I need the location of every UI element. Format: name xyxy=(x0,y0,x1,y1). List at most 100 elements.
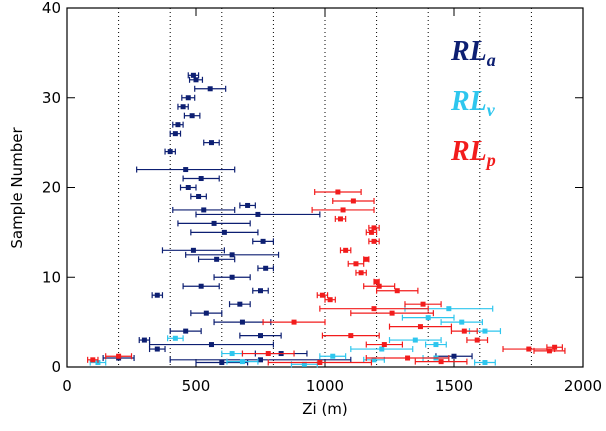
point xyxy=(154,292,160,298)
point xyxy=(353,261,359,267)
point xyxy=(340,207,346,213)
point xyxy=(207,86,213,92)
point xyxy=(433,342,439,348)
point xyxy=(337,216,343,222)
point xyxy=(451,353,457,359)
point xyxy=(201,207,207,213)
point xyxy=(546,348,552,354)
point xyxy=(167,149,173,155)
point xyxy=(190,72,196,78)
point xyxy=(237,301,243,307)
point xyxy=(343,247,349,253)
x-tick-label: 2000 xyxy=(564,377,602,395)
point xyxy=(330,353,336,359)
point xyxy=(214,256,220,262)
point xyxy=(255,211,261,217)
point xyxy=(90,357,96,363)
point xyxy=(154,346,160,352)
point xyxy=(239,359,245,365)
point xyxy=(526,346,532,352)
point xyxy=(193,77,199,83)
x-axis-label: Zi (m) xyxy=(302,400,348,418)
x-tick-label: 500 xyxy=(182,377,211,395)
point xyxy=(260,238,266,244)
point xyxy=(381,342,387,348)
point xyxy=(258,357,263,363)
point xyxy=(368,229,374,235)
point xyxy=(198,176,204,182)
x-tick-label: 0 xyxy=(62,377,72,395)
point xyxy=(291,319,297,325)
legend-subscript: p xyxy=(485,150,496,170)
point xyxy=(461,328,467,334)
point xyxy=(198,283,204,289)
point xyxy=(221,229,227,235)
point xyxy=(239,319,245,325)
y-tick-label: 20 xyxy=(42,179,61,197)
point xyxy=(482,360,488,366)
point xyxy=(371,238,377,244)
point xyxy=(263,265,269,271)
point xyxy=(446,306,452,312)
point xyxy=(420,301,426,307)
point xyxy=(208,140,214,146)
point xyxy=(185,95,191,101)
point xyxy=(327,297,333,303)
y-tick-label: 30 xyxy=(42,89,61,107)
point xyxy=(459,319,465,325)
plot-frame xyxy=(66,7,584,368)
point xyxy=(258,333,263,339)
point xyxy=(211,220,217,226)
point xyxy=(376,283,382,289)
legend-subscript: v xyxy=(487,100,496,120)
point xyxy=(394,288,400,294)
point xyxy=(425,315,431,321)
x-tick-label: 1500 xyxy=(435,377,473,395)
point xyxy=(389,310,395,316)
legend-entry: RLv xyxy=(450,86,496,120)
point xyxy=(474,337,480,343)
point xyxy=(229,351,235,357)
legend-text: RL xyxy=(450,36,487,67)
point xyxy=(203,310,209,316)
point xyxy=(371,225,377,231)
y-axis-label: Sample Number xyxy=(8,127,26,249)
point xyxy=(189,113,195,119)
point xyxy=(335,189,341,195)
point xyxy=(185,185,191,190)
point xyxy=(405,355,411,361)
x-tick-label: 1000 xyxy=(306,377,344,395)
y-tick-label: 10 xyxy=(42,268,61,286)
point xyxy=(317,360,323,366)
point xyxy=(175,122,181,128)
point xyxy=(141,337,147,343)
point xyxy=(301,361,307,367)
point xyxy=(183,328,189,334)
point xyxy=(358,270,364,276)
point xyxy=(348,333,354,339)
point xyxy=(172,131,178,137)
point xyxy=(374,279,380,285)
legend-text: RL xyxy=(450,136,487,167)
point xyxy=(116,353,122,359)
point xyxy=(438,359,444,365)
y-tick-label: 40 xyxy=(42,0,61,17)
point xyxy=(258,288,263,294)
point xyxy=(172,335,178,341)
point xyxy=(319,292,325,298)
point xyxy=(245,202,251,208)
point xyxy=(183,167,189,173)
legend-subscript: a xyxy=(487,50,496,70)
point xyxy=(219,360,225,366)
point xyxy=(196,193,202,199)
point xyxy=(208,342,214,348)
point xyxy=(265,351,271,357)
point xyxy=(229,252,235,258)
legend-entry: RLa xyxy=(450,36,496,70)
point xyxy=(229,274,235,280)
point xyxy=(190,247,196,253)
point xyxy=(180,104,186,110)
point xyxy=(371,357,377,363)
point xyxy=(417,324,423,330)
